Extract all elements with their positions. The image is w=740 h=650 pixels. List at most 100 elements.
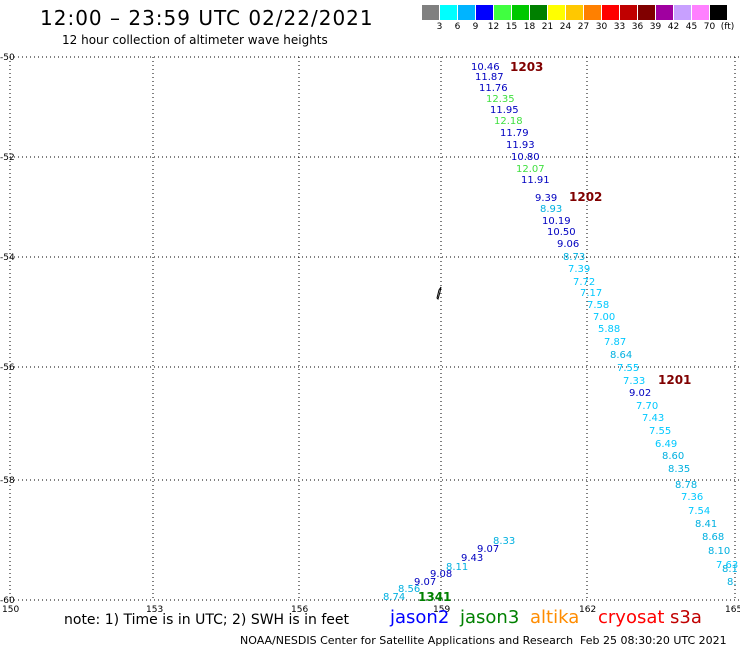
track-2-values: 8.339.079.438.119.089.078.568.74: [383, 536, 515, 603]
scale-label: 33: [613, 22, 626, 32]
wave-height-value: 9.39: [535, 193, 557, 204]
wave-height-value: 7.33: [623, 376, 645, 387]
lat-label: -52: [0, 153, 15, 163]
scale-label: 27: [577, 22, 590, 32]
scale-label: 6: [454, 22, 461, 32]
wave-height-value: 7.39: [568, 264, 590, 275]
wave-height-value: 8.64: [610, 350, 632, 361]
scale-label: 24: [559, 22, 572, 32]
page-subtitle: 12 hour collection of altimeter wave hei…: [62, 33, 328, 47]
lon-label: 165: [725, 605, 740, 615]
wave-height-value: 8.41: [695, 519, 717, 530]
wave-height-value: 7.43: [642, 413, 664, 424]
wave-height-value: 11.95: [490, 105, 519, 116]
wave-height-value: 8.74: [383, 592, 405, 603]
wave-height-value: 11.87: [475, 72, 504, 83]
wave-height-value: 8.: [727, 577, 737, 588]
scale-label: 18: [523, 22, 536, 32]
wave-height-value: 8.10: [708, 546, 730, 557]
scale-label: 30: [595, 22, 608, 32]
island-outline: [436, 286, 442, 300]
wave-height-value: 12.18: [494, 116, 523, 127]
lat-label: -54: [0, 253, 15, 263]
wave-height-value: 7.58: [587, 300, 609, 311]
scale-swatch: [692, 5, 709, 20]
wave-height-value: 10.50: [547, 227, 576, 238]
wave-height-value: 11.91: [521, 175, 550, 186]
wave-height-value: 9.02: [629, 388, 651, 399]
wave-height-value: 12.07: [516, 164, 545, 175]
scale-label: 9: [472, 22, 479, 32]
sat-cryosat: cryosat: [598, 607, 665, 628]
wave-height-value: 8.73: [563, 252, 585, 263]
wave-height-value: 7.00: [593, 312, 615, 323]
wave-height-value: 10.19: [542, 216, 571, 227]
lon-labels: 150 153 156 159 162 165: [2, 605, 740, 615]
footer-credit: NOAA/NESDIS Center for Satellite Applica…: [240, 634, 574, 647]
wave-height-value: 7.36: [681, 492, 703, 503]
scale-label: 3: [436, 22, 443, 32]
lat-labels: -50 -52 -54 -56 -58 -60: [0, 53, 15, 606]
wave-height-value: 8.56: [398, 584, 420, 595]
scale-swatch: [620, 5, 637, 20]
wave-height-value: 9.06: [557, 239, 579, 250]
scale-swatch: [548, 5, 565, 20]
scale-swatch: [494, 5, 511, 20]
wave-height-value: 8.35: [668, 464, 690, 475]
wave-height-value: 7.63: [716, 560, 738, 571]
wave-height-value: 7.17: [580, 288, 602, 299]
wave-height-value: 11.76: [479, 83, 508, 94]
scale-label: 45: [685, 22, 698, 32]
wave-height-value: 7.87: [604, 337, 626, 348]
lat-label: -50: [0, 53, 15, 63]
scale-label: 36: [631, 22, 644, 32]
wave-height-value: 10.80: [511, 152, 540, 163]
lat-label: -58: [0, 476, 15, 486]
time-label: 1341: [418, 590, 451, 604]
lat-label: -56: [0, 363, 15, 373]
page-title: 12:00 – 23:59 UTC 02/22/2021: [40, 6, 374, 30]
track-1-values: 10.4611.8711.7612.3511.9512.1811.7911.93…: [471, 62, 738, 588]
wave-height-value: 9.07: [477, 544, 499, 555]
scale-swatch: [566, 5, 583, 20]
scale-swatch: [512, 5, 529, 20]
scale-swatch: [656, 5, 673, 20]
wave-height-value: 10.46: [471, 62, 500, 73]
lon-label: 159: [433, 605, 450, 615]
wave-height-value: 8.93: [540, 204, 562, 215]
scale-swatch: [710, 5, 727, 20]
sat-jason3: jason3: [460, 607, 520, 628]
wave-height-value: 7.70: [636, 401, 658, 412]
wave-height-value: 8.60: [662, 451, 684, 462]
time-label: 1203: [510, 60, 543, 74]
wave-height-value: 7.55: [649, 426, 671, 437]
scale-swatch: [584, 5, 601, 20]
lon-label: 156: [291, 605, 308, 615]
scale-label: 39: [649, 22, 662, 32]
sat-jason2: jason2: [390, 607, 450, 628]
scale-swatch: [422, 5, 439, 20]
lat-label: -60: [0, 596, 15, 606]
scale-label: 70: [703, 22, 716, 32]
scale-label: 15: [505, 22, 518, 32]
wave-height-value: 8.68: [702, 532, 724, 543]
time-label: 1202: [569, 190, 602, 204]
lon-label: 150: [2, 605, 19, 615]
wave-height-value: 7.54: [688, 506, 710, 517]
wave-height-value: 5.88: [598, 324, 620, 335]
wave-height-value: 8.11: [446, 562, 468, 573]
time-label: 1201: [658, 373, 691, 387]
scale-swatch: [638, 5, 655, 20]
wave-height-value: 9.43: [461, 553, 483, 564]
scale-label: 12: [487, 22, 500, 32]
scale-label: 42: [667, 22, 680, 32]
scale-swatch: [602, 5, 619, 20]
scale-swatch: [476, 5, 493, 20]
scale-swatch: [458, 5, 475, 20]
grid-lines: [9, 56, 740, 601]
wave-height-value: 8.1: [722, 564, 738, 575]
scale-swatch: [440, 5, 457, 20]
sat-s3a: s3a: [670, 607, 702, 628]
wave-height-value: 8.78: [675, 480, 697, 491]
